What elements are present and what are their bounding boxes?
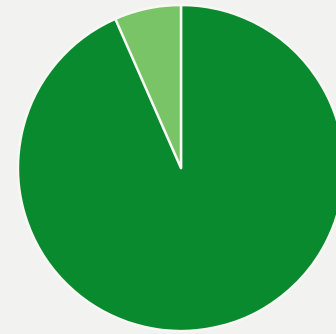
pie-slice-large: [16, 3, 336, 333]
pie-slice-small: [114, 3, 183, 170]
